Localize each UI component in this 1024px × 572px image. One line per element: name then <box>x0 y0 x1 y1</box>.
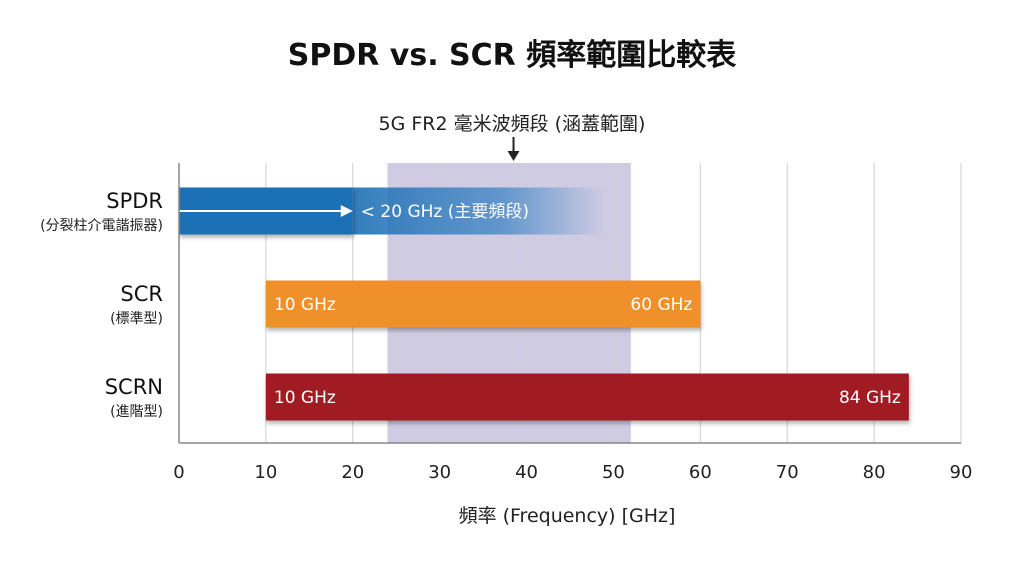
x-tick-label: 0 <box>173 462 184 483</box>
fr2-band-label: 5G FR2 毫米波頻段 (涵蓋範圍) <box>379 113 646 135</box>
bar-start-label: 10 GHz <box>274 295 336 315</box>
category-sublabel: (分裂柱介電諧振器) <box>40 218 163 234</box>
x-tick-label: 10 <box>254 462 277 483</box>
x-tick-label: 80 <box>863 462 886 483</box>
bar-end-label: 84 GHz <box>839 388 901 408</box>
x-tick-label: 60 <box>689 462 712 483</box>
bar-start-label: 10 GHz <box>274 388 336 408</box>
arrow-right-icon <box>340 205 353 217</box>
x-tick-label: 50 <box>602 462 625 483</box>
chart-title: SPDR vs. SCR 頻率範圍比較表 <box>288 38 736 73</box>
x-tick-label: 40 <box>515 462 538 483</box>
arrow-down-icon <box>507 151 520 161</box>
x-axis-label: 頻率 (Frequency) [GHz] <box>459 505 676 527</box>
x-tick-label: 90 <box>950 462 973 483</box>
spdr-range-label: < 20 GHz (主要頻段) <box>361 202 529 222</box>
bar-end-label: 60 GHz <box>630 295 692 315</box>
category-label: SCR <box>120 282 163 306</box>
spdr-fade-bar <box>352 187 605 235</box>
scrn-bar <box>265 373 909 421</box>
scr-bar <box>265 280 701 328</box>
category-sublabel: (進階型) <box>110 404 163 420</box>
x-tick-label: 30 <box>428 462 451 483</box>
category-sublabel: (標準型) <box>110 311 163 327</box>
category-label: SPDR <box>106 189 163 213</box>
x-tick-label: 20 <box>341 462 364 483</box>
category-label: SCRN <box>105 375 163 399</box>
x-tick-label: 70 <box>776 462 799 483</box>
